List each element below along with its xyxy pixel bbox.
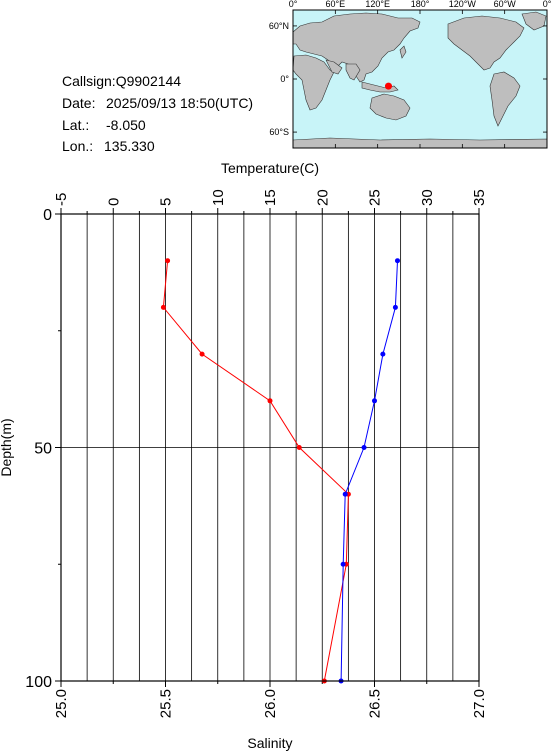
land-japan xyxy=(399,45,407,59)
salinity-point xyxy=(392,304,398,310)
map-lon-labels: 0° 60°E 120°E 180° 120°W 60°W 0° xyxy=(289,0,552,9)
temperature-tick-label: 10 xyxy=(210,189,227,206)
salinity-tick-label: 25.0 xyxy=(53,689,70,718)
salinity-tick-label: 25.5 xyxy=(158,689,175,718)
float-location-marker xyxy=(384,82,392,90)
date-value: 2025/09/13 18:50(UTC) xyxy=(106,95,254,111)
map-lat-label: 60°S xyxy=(269,127,289,137)
land-south-america xyxy=(489,71,521,127)
depth-axis-title: Depth(m) xyxy=(0,418,14,476)
temperature-tick-label: -5 xyxy=(53,193,70,206)
land-india xyxy=(345,63,361,81)
map-lat-label: 0° xyxy=(280,74,289,84)
map-lon-label: 120°E xyxy=(365,0,390,9)
salinity-line xyxy=(340,260,398,682)
temperature-tick-label: 30 xyxy=(419,189,436,206)
temperature-axis: -5 0 5 10 15 20 25 30 35 xyxy=(53,189,488,214)
lat-value: -8.050 xyxy=(106,117,146,133)
depth-axis: 0 50 100 xyxy=(25,207,61,691)
land-north-america xyxy=(447,15,525,71)
temperature-tick-label: 5 xyxy=(158,198,175,206)
date-line: Date: 2025/09/13 18:50(UTC) xyxy=(62,95,253,111)
temperature-tick-label: 25 xyxy=(367,189,384,206)
salinity-axis: 25.0 25.5 26.0 26.5 27.0 xyxy=(53,681,488,718)
plot-frame xyxy=(60,213,480,682)
callsign-value: Q9902144 xyxy=(115,73,182,89)
map-lon-label: 0° xyxy=(543,0,552,9)
land-africa xyxy=(292,54,335,111)
world-map: 0° 60°E 120°E 180° 120°W 60°W 0° 60°N 0° 60°S xyxy=(269,0,552,149)
map-lon-label: 120°W xyxy=(449,0,477,9)
temperature-axis-title: Temperature(C) xyxy=(221,160,319,176)
salinity-point xyxy=(394,258,400,264)
temperature-line xyxy=(162,260,349,682)
temperature-point xyxy=(165,258,171,264)
temperature-point xyxy=(160,304,166,310)
map-ticks xyxy=(292,10,548,148)
date-label: Date: xyxy=(62,95,96,111)
temperature-tick-label: 20 xyxy=(314,189,331,206)
temperature-tick-label: 0 xyxy=(105,198,122,206)
land-eurasia xyxy=(292,12,421,83)
salinity-point xyxy=(372,398,377,404)
lon-line: Lon.: 135.330 xyxy=(62,138,155,154)
depth-tick-label: 0 xyxy=(43,207,52,224)
salinity-point xyxy=(380,351,386,357)
temperature-tick-label: 35 xyxy=(471,189,488,206)
map-lat-labels: 60°N 0° 60°S xyxy=(269,21,290,137)
salinity-point xyxy=(342,491,348,497)
temperature-tick-label: 15 xyxy=(262,189,279,206)
callsign-line: Callsign:Q9902144 xyxy=(62,73,181,89)
land-arabia xyxy=(325,59,343,75)
series-group xyxy=(160,258,400,684)
map-lat-label: 60°N xyxy=(269,21,289,31)
temperature-point xyxy=(199,351,205,357)
lat-line: Lat.: -8.050 xyxy=(62,117,146,133)
plot-area: -5 0 5 10 15 20 25 30 35 25.0 25.5 26.0 26.5 27.0 05… xyxy=(0,160,488,751)
salinity-point xyxy=(361,445,367,450)
temperature-point xyxy=(267,398,273,404)
lon-label: Lon.: xyxy=(62,138,94,154)
depth-tick-label: 100 xyxy=(25,674,52,691)
salinity-tick-label: 26.5 xyxy=(367,689,384,718)
temperature-point xyxy=(296,445,302,450)
salinity-axis-title: Salinity xyxy=(247,735,292,751)
depth-tick-label: 50 xyxy=(34,441,52,458)
salinity-tick-label: 27.0 xyxy=(471,689,488,718)
salinity-tick-label: 26.0 xyxy=(262,689,279,718)
salinity-point xyxy=(340,561,346,567)
land-australia xyxy=(369,93,411,121)
lat-label: Lat.: xyxy=(62,117,90,133)
map-lon-label: 180° xyxy=(411,0,430,9)
lon-value: 135.330 xyxy=(104,138,155,154)
callsign-label: Callsign: xyxy=(62,73,116,89)
map-lon-label: 60°E xyxy=(326,0,346,9)
map-lon-label: 60°W xyxy=(494,0,517,9)
map-land xyxy=(292,11,548,149)
map-lon-label: 0° xyxy=(289,0,298,9)
